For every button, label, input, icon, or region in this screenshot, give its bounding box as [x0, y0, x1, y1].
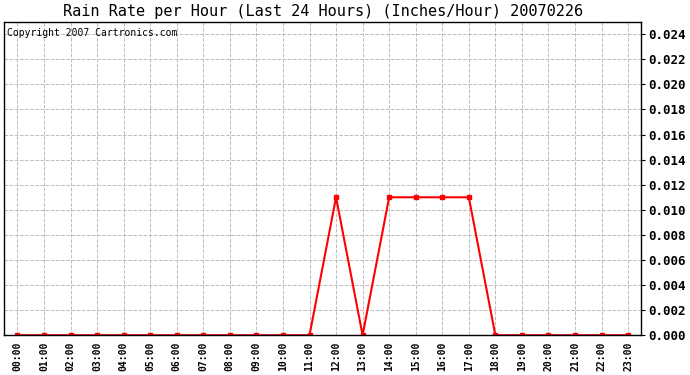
- Text: Copyright 2007 Cartronics.com: Copyright 2007 Cartronics.com: [8, 28, 178, 38]
- Title: Rain Rate per Hour (Last 24 Hours) (Inches/Hour) 20070226: Rain Rate per Hour (Last 24 Hours) (Inch…: [63, 4, 583, 19]
